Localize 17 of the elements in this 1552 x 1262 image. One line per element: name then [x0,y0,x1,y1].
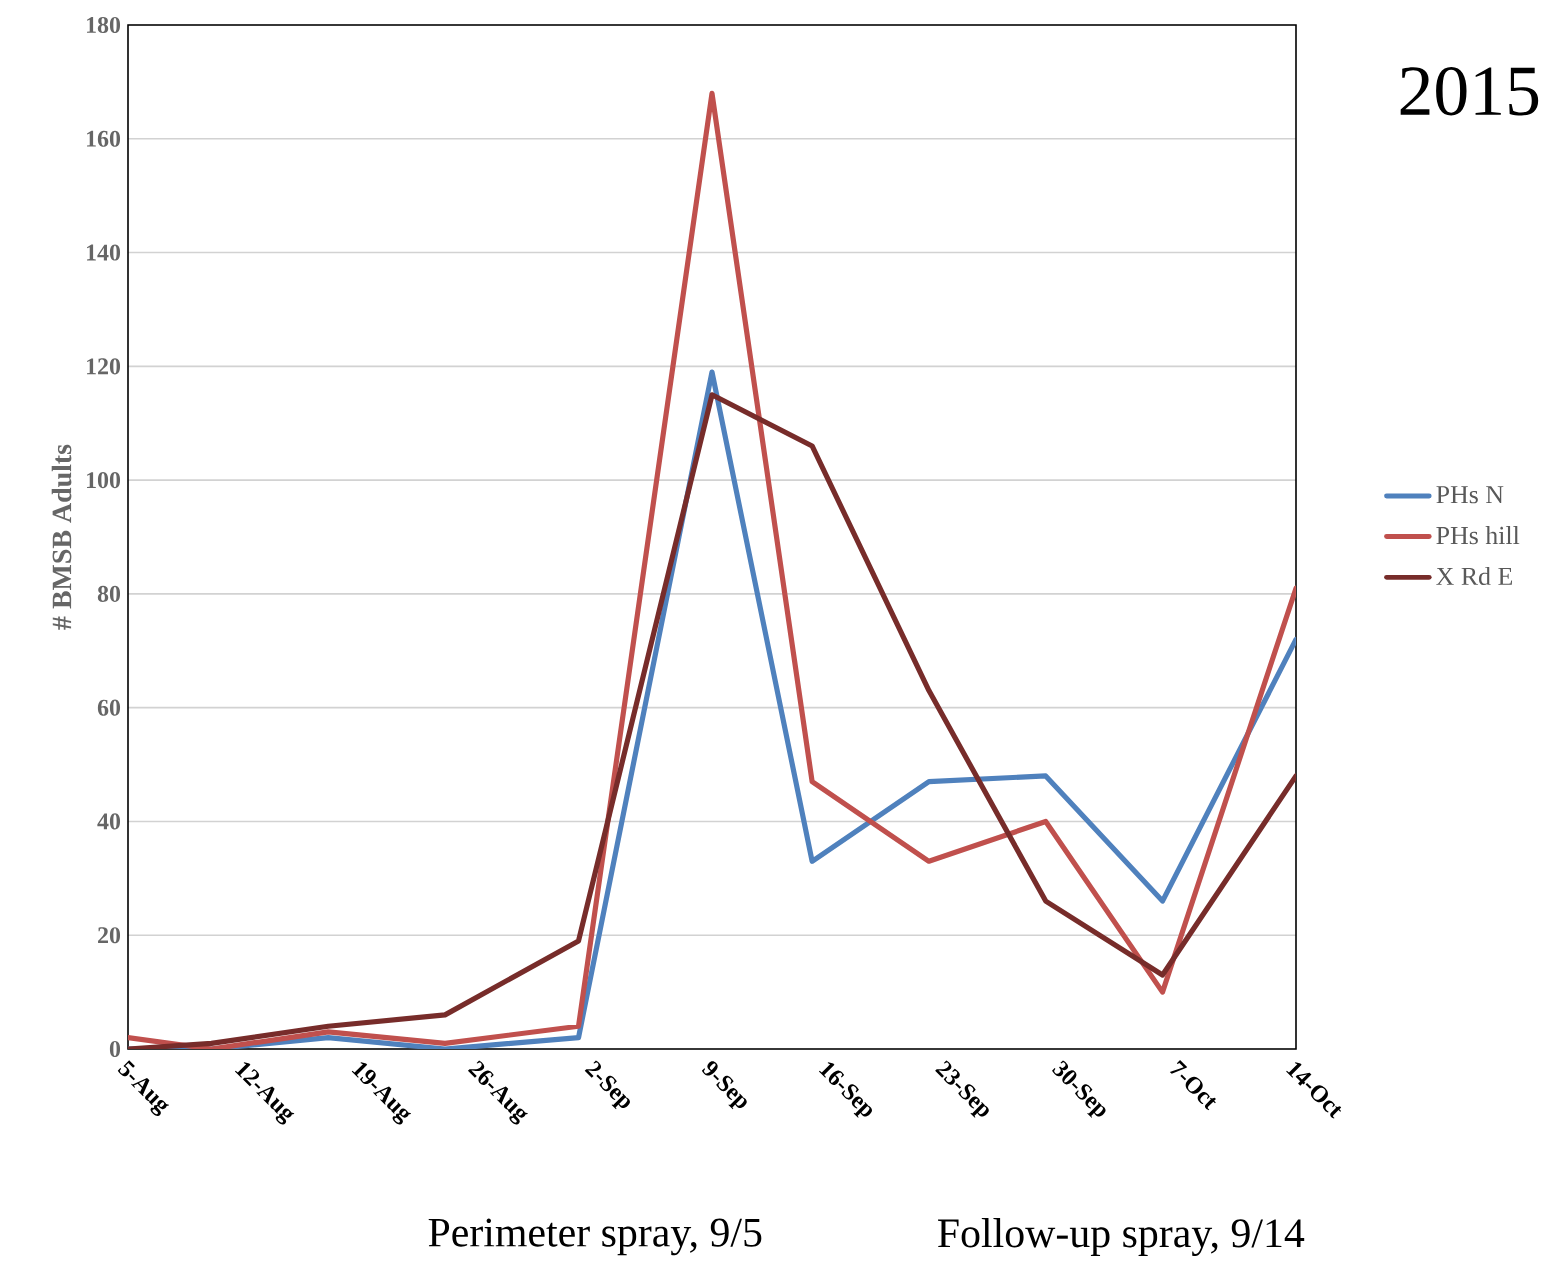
legend-label: X Rd E [1436,566,1513,586]
text: Perimeter spray, 9/5 [428,1218,762,1256]
y-tick-label: 20 [98,927,121,944]
y-tick-label: 60 [97,699,121,716]
y-tick-label: 100 [87,472,121,489]
y-tick-label: 0 [109,1040,121,1058]
legend-label: PHs hill [1436,526,1520,545]
y-tick-label: 80 [97,585,121,602]
y-tick-label: 160 [87,130,121,147]
text: 2015 [1400,67,1539,116]
text: Follow-up spray, 9/14 [938,1217,1305,1257]
y-tick-label: 180 [87,16,121,34]
legend-label: PHs N [1436,486,1504,504]
y-axis-title: # BMSB Adults [51,444,72,630]
y-tick-label: 120 [87,358,121,375]
y-tick-label: 40 [97,813,121,830]
y-tick-label: 140 [87,244,121,261]
